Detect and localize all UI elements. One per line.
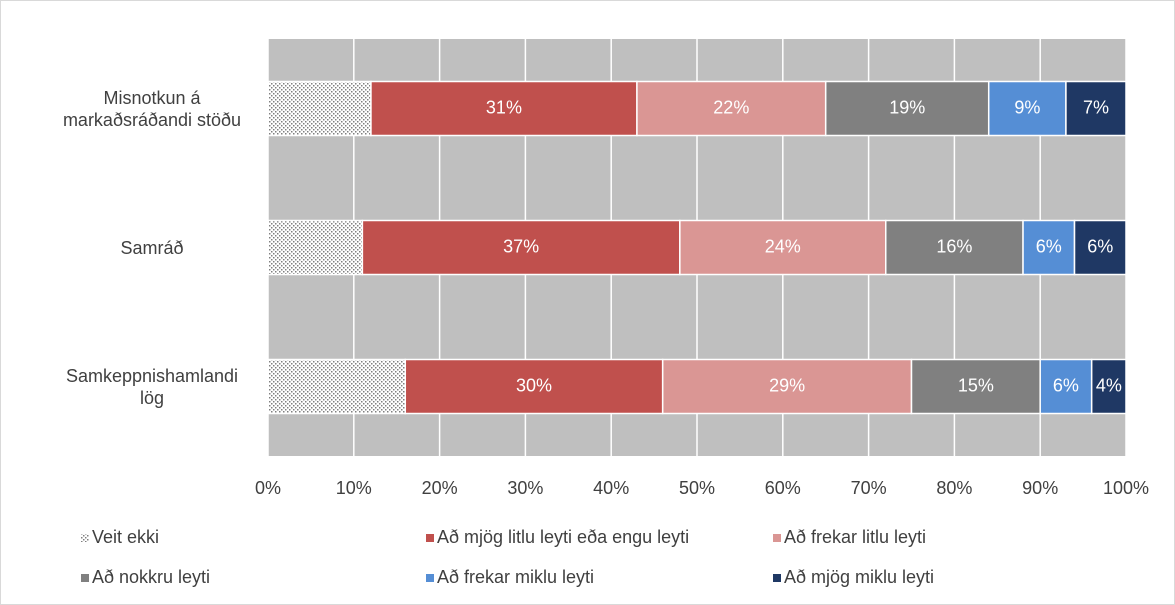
bar-segment bbox=[679, 219, 887, 276]
value-label: 31% bbox=[486, 97, 522, 117]
x-tick-label: 80% bbox=[936, 478, 972, 498]
bar-segment bbox=[267, 80, 372, 137]
legend-marker bbox=[81, 574, 89, 582]
bar-segment bbox=[267, 219, 364, 276]
x-tick-label: 100% bbox=[1103, 478, 1149, 498]
value-label: 6% bbox=[1087, 236, 1113, 256]
value-label: 24% bbox=[765, 236, 801, 256]
value-label: 22% bbox=[713, 97, 749, 117]
value-label: 29% bbox=[769, 375, 805, 395]
x-tick-label: 70% bbox=[851, 478, 887, 498]
bar-segment bbox=[636, 80, 827, 137]
x-tick-label: 30% bbox=[507, 478, 543, 498]
value-label: 16% bbox=[936, 236, 972, 256]
x-tick-label: 40% bbox=[593, 478, 629, 498]
value-label: 7% bbox=[1083, 97, 1109, 117]
x-tick-label: 20% bbox=[422, 478, 458, 498]
bar-segment bbox=[1090, 358, 1127, 415]
bar-segment bbox=[1073, 219, 1127, 276]
bar-segment bbox=[1065, 80, 1127, 137]
bar-segment bbox=[404, 358, 664, 415]
x-tick-label: 10% bbox=[336, 478, 372, 498]
bar-segment bbox=[885, 219, 1024, 276]
bar-segment bbox=[370, 80, 638, 137]
value-label: 4% bbox=[1096, 375, 1122, 395]
value-label: 30% bbox=[516, 375, 552, 395]
legend-label: Að frekar miklu leyti bbox=[437, 567, 594, 587]
legend-marker bbox=[426, 534, 434, 542]
legend-marker bbox=[773, 574, 781, 582]
bar-segment bbox=[267, 358, 407, 415]
legend-label: Veit ekki bbox=[92, 527, 159, 547]
legend-label: Að mjög miklu leyti bbox=[784, 567, 934, 587]
legend-marker bbox=[81, 534, 89, 542]
bar-segment bbox=[661, 358, 913, 415]
legend-label: Að mjög litlu leyti eða engu leyti bbox=[437, 527, 689, 547]
value-label: 9% bbox=[1014, 97, 1040, 117]
value-label: 6% bbox=[1053, 375, 1079, 395]
category-label: Misnotkun á markaðsráðandi stöðu bbox=[62, 87, 242, 130]
category-label: Samkeppnishamlandi lög bbox=[65, 365, 239, 408]
x-tick-label: 0% bbox=[255, 478, 281, 498]
bar-segment bbox=[910, 358, 1041, 415]
x-tick-label: 90% bbox=[1022, 478, 1058, 498]
legend-label: Að frekar litlu leyti bbox=[784, 527, 926, 547]
legend-marker bbox=[426, 574, 434, 582]
bar-segment bbox=[1022, 219, 1076, 276]
value-label: 19% bbox=[889, 97, 925, 117]
value-label: 6% bbox=[1036, 236, 1062, 256]
legend-marker bbox=[773, 534, 781, 542]
x-tick-label: 60% bbox=[765, 478, 801, 498]
category-label: Samráð bbox=[120, 237, 184, 258]
legend-label: Að nokkru leyti bbox=[92, 567, 210, 587]
x-tick-label: 50% bbox=[679, 478, 715, 498]
value-label: 15% bbox=[958, 375, 994, 395]
value-label: 37% bbox=[503, 236, 539, 256]
